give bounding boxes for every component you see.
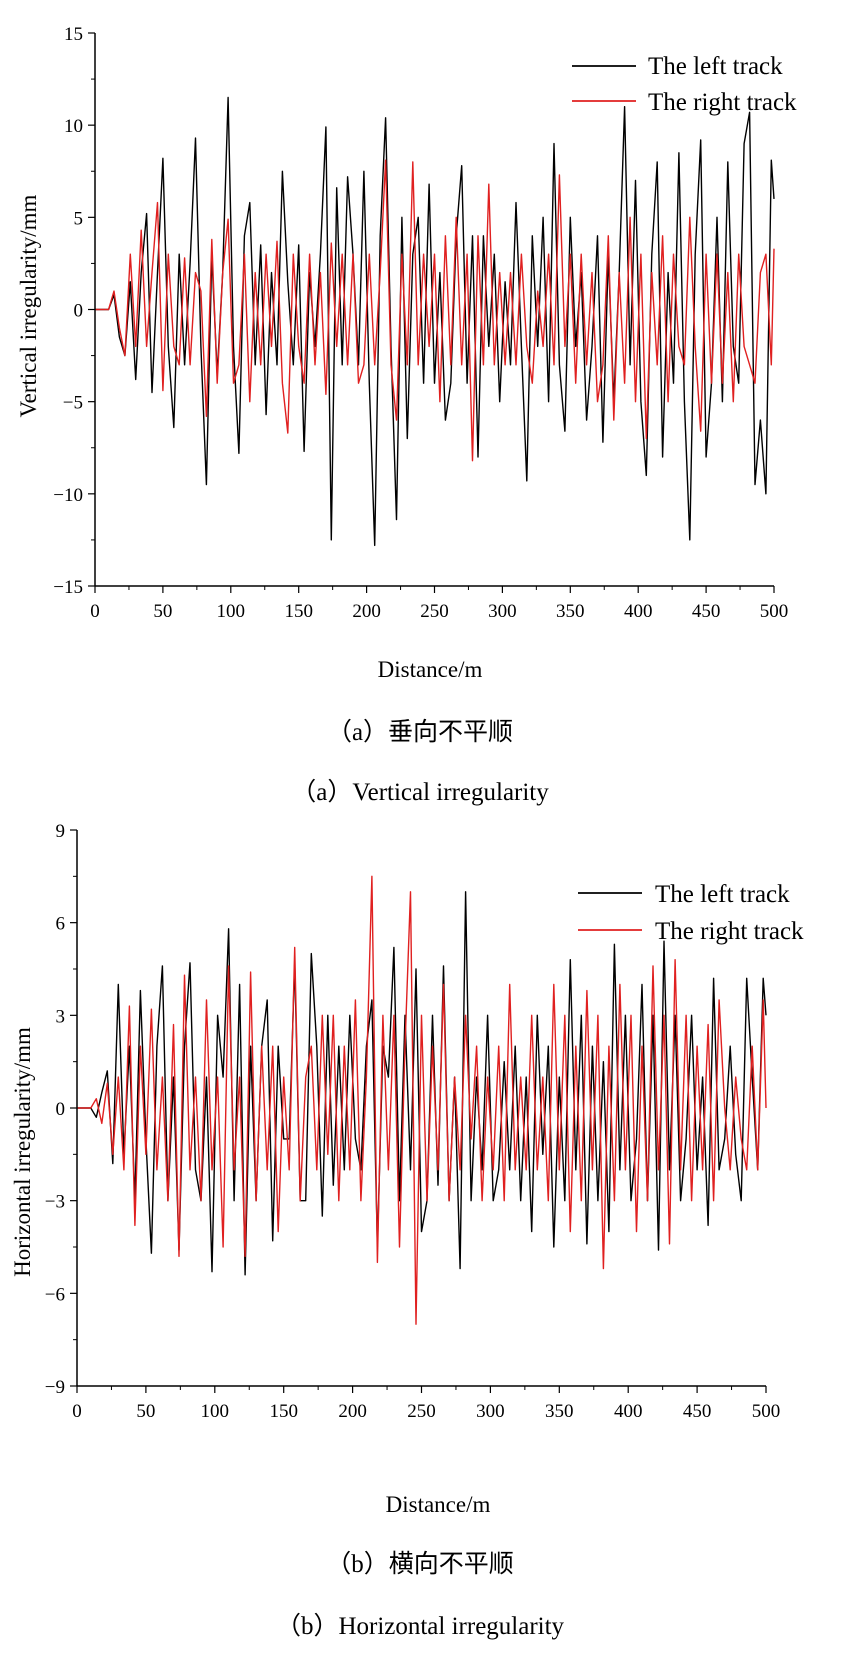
legend-label-left-track: The left track <box>648 53 783 80</box>
x-tick-label: 200 <box>338 1401 367 1422</box>
y-tick-label: 15 <box>64 24 83 45</box>
series-line-right-track <box>77 875 767 1325</box>
x-tick-label: 350 <box>545 1401 574 1422</box>
caption-cn: （b）横向不平顺 <box>326 1550 514 1578</box>
series-lines <box>95 96 775 547</box>
series-lines <box>77 875 767 1325</box>
x-tick-label: 250 <box>420 601 449 622</box>
tick-labels: 0 50 100 150 200 250 300 350 400 450 500 −9 −6 −3 0 3 6 9 <box>45 821 780 1422</box>
y-tick-label: 0 <box>56 1099 66 1120</box>
y-tick-label: 0 <box>74 301 84 322</box>
caption-en: （b）Horizontal irregularity <box>276 1612 565 1640</box>
tick-labels: 0 50 100 150 200 250 300 350 400 450 500 −15 −10 −5 0 5… <box>53 24 788 622</box>
x-tick-label: 350 <box>556 601 585 622</box>
x-tick-label: 50 <box>136 1401 155 1422</box>
y-axis-title: Vertical irregularity/mm <box>16 194 41 417</box>
legend-label-right-track: The right track <box>655 918 804 945</box>
x-axis-title: Distance/m <box>378 657 483 682</box>
x-tick-label: 150 <box>284 601 313 622</box>
caption-cn: （a）垂向不平顺 <box>327 718 513 746</box>
y-tick-label: −5 <box>63 393 83 414</box>
legend-label-right-track: The right track <box>648 89 797 116</box>
caption-en: （a）Vertical irregularity <box>291 778 549 806</box>
y-tick-label: −9 <box>45 1377 65 1398</box>
tick-marks <box>88 32 775 593</box>
x-tick-label: 400 <box>614 1401 643 1422</box>
x-tick-label: 450 <box>692 601 721 622</box>
x-tick-label: 100 <box>217 601 246 622</box>
chart-vertical-irregularity: 0 50 100 150 200 250 300 350 400 450 500 −15 −10 −5 0 5… <box>16 24 797 806</box>
x-tick-label: 500 <box>752 1401 781 1422</box>
y-axis-title: Horizontal irregularity/mm <box>10 1027 35 1277</box>
legend-label-left-track: The left track <box>655 881 790 908</box>
legend: The left track The right track <box>578 881 804 945</box>
x-tick-label: 150 <box>269 1401 298 1422</box>
y-tick-label: −6 <box>45 1284 65 1305</box>
x-tick-label: 450 <box>683 1401 712 1422</box>
y-tick-label: −10 <box>53 485 83 506</box>
x-tick-label: 400 <box>624 601 653 622</box>
legend: The left track The right track <box>572 53 797 116</box>
x-tick-label: 100 <box>201 1401 230 1422</box>
x-tick-label: 50 <box>153 601 172 622</box>
y-tick-label: 6 <box>56 914 66 935</box>
y-tick-label: 10 <box>64 116 83 137</box>
x-tick-label: 300 <box>476 1401 505 1422</box>
y-tick-label: 9 <box>56 821 66 842</box>
y-tick-label: −15 <box>53 577 83 598</box>
x-axis-title: Distance/m <box>386 1492 491 1517</box>
y-tick-label: 5 <box>74 208 84 229</box>
x-tick-label: 0 <box>72 1401 82 1422</box>
x-tick-label: 500 <box>760 601 789 622</box>
tick-marks <box>70 829 767 1393</box>
x-tick-label: 0 <box>90 601 100 622</box>
chart-horizontal-irregularity: 0 50 100 150 200 250 300 350 400 450 500 −9 −6 −3 0 3 6 9… <box>10 821 804 1640</box>
x-tick-label: 200 <box>352 601 381 622</box>
y-tick-label: 3 <box>56 1006 66 1027</box>
series-line-right-track <box>95 159 775 462</box>
x-tick-label: 250 <box>407 1401 436 1422</box>
x-tick-label: 300 <box>488 601 517 622</box>
axes <box>76 830 766 1387</box>
series-line-left-track <box>95 96 775 547</box>
y-tick-label: −3 <box>45 1192 65 1213</box>
